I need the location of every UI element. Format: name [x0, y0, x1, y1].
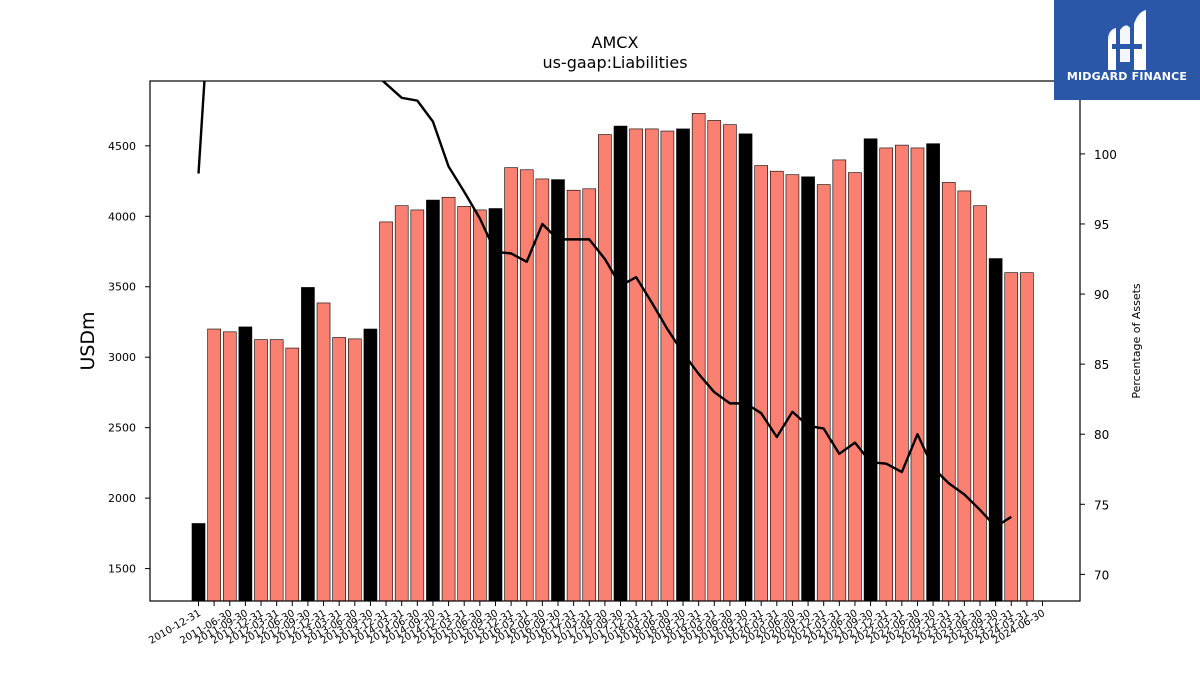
- bar-quarter: [816, 184, 831, 602]
- bar-annual: [613, 125, 628, 602]
- bar-quarter: [535, 178, 550, 602]
- y2-tick-label: 95: [1094, 218, 1109, 232]
- bar-quarter: [848, 172, 862, 602]
- bar-quarter: [895, 144, 909, 602]
- brand-logo: MIDGARD FINANCE: [1054, 0, 1200, 100]
- bar-quarter: [332, 337, 346, 602]
- bar-quarter: [379, 221, 393, 602]
- bar-quarter: [222, 331, 237, 602]
- bar-quarter: [394, 205, 409, 602]
- brand-name: MIDGARD FINANCE: [1067, 70, 1187, 83]
- bar-annual: [426, 199, 440, 602]
- bar-annual: [191, 523, 206, 602]
- bar-annual: [488, 208, 503, 602]
- bar-quarter: [410, 209, 425, 602]
- y-tick-label: 3500: [108, 281, 136, 294]
- plot-frame: [149, 80, 1081, 602]
- bar-quarter: [707, 120, 722, 602]
- y2-tick-label: 80: [1094, 428, 1109, 442]
- series-line: [197, 81, 1012, 528]
- bar-quarter: [1004, 272, 1019, 602]
- bar-quarter: [254, 339, 268, 602]
- bar-quarter: [347, 338, 362, 602]
- y-tick-label: 4000: [108, 210, 136, 223]
- bars-group: [191, 113, 1034, 602]
- bar-quarter: [879, 147, 894, 602]
- bar-quarter: [1020, 272, 1034, 602]
- bar-quarter: [285, 347, 300, 602]
- y-tick-label: 2000: [108, 492, 136, 505]
- bar-annual: [301, 287, 315, 602]
- bar-quarter: [207, 328, 221, 602]
- bar-quarter: [316, 302, 331, 602]
- y-ticks: 1500 2000 2500 3000 3500 4000 4500: [108, 140, 150, 576]
- bar-annual: [676, 128, 690, 602]
- bar-quarter: [785, 174, 800, 602]
- bar-annual: [551, 179, 565, 602]
- bar-quarter: [754, 165, 768, 602]
- x-ticks: 2010-12-312011-06-302011-09-302011-12-31…: [147, 601, 1047, 647]
- y2-tick-label: 85: [1094, 358, 1109, 372]
- y-axis-label: USDm: [77, 311, 99, 370]
- bar-quarter: [723, 124, 737, 602]
- chart-title: AMCX: [592, 33, 639, 52]
- bar-quarter: [832, 159, 847, 602]
- bar-quarter: [941, 182, 956, 602]
- bar-annual: [363, 328, 378, 602]
- bar-quarter: [598, 134, 612, 602]
- bar-annual: [863, 138, 878, 602]
- y2-tick-label: 90: [1094, 288, 1109, 302]
- brand-mark-icon: [1108, 10, 1146, 70]
- bar-quarter: [504, 167, 518, 602]
- bar-quarter: [457, 206, 472, 602]
- bar-quarter: [660, 130, 675, 602]
- y2-ticks: 70 75 80 85 90 95 100: [1080, 148, 1117, 582]
- bar-quarter: [519, 169, 534, 602]
- bar-quarter: [582, 188, 597, 602]
- bar-quarter: [957, 190, 972, 602]
- bar-annual: [988, 258, 1003, 602]
- y-tick-label: 3000: [108, 351, 136, 364]
- y-tick-label: 4500: [108, 140, 136, 153]
- bar-quarter: [566, 189, 581, 602]
- y2-tick-label: 70: [1094, 568, 1109, 582]
- y-tick-label: 1500: [108, 563, 136, 576]
- bar-annual: [738, 133, 753, 602]
- bar-quarter: [973, 205, 987, 602]
- y2-tick-label: 75: [1094, 498, 1109, 512]
- y2-axis-label: Percentage of Assets: [1130, 283, 1143, 399]
- line-group: [197, 81, 1012, 528]
- bar-quarter: [644, 128, 659, 602]
- bar-quarter: [473, 209, 487, 602]
- bar-quarter: [910, 147, 925, 602]
- bar-quarter: [770, 170, 784, 602]
- y-tick-label: 2500: [108, 422, 136, 435]
- bar-annual: [801, 176, 815, 602]
- chart-subtitle: us-gaap:Liabilities: [542, 53, 687, 72]
- bar-quarter: [691, 113, 706, 602]
- bar-quarter: [441, 196, 456, 602]
- y2-tick-label: 100: [1094, 148, 1117, 162]
- bar-quarter: [629, 128, 643, 602]
- bar-annual: [238, 326, 253, 602]
- bar-quarter: [269, 339, 284, 602]
- bar-annual: [926, 143, 940, 602]
